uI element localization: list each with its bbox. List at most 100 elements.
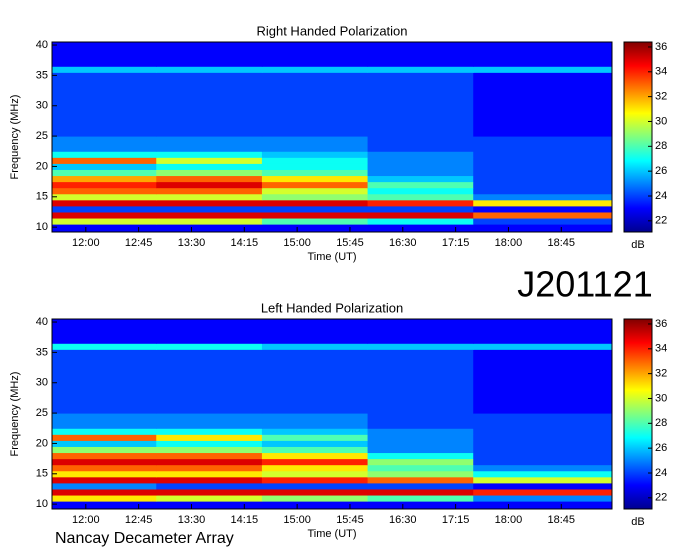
y-axis-label: Frequency (MHz) bbox=[9, 372, 21, 457]
heat-cell bbox=[473, 482, 613, 490]
y-tick-label: 20 bbox=[36, 160, 48, 172]
heat-cell bbox=[52, 413, 157, 429]
heat-cell bbox=[261, 446, 369, 454]
heat-cell bbox=[367, 169, 474, 177]
colorbar-tick-label: 28 bbox=[655, 417, 667, 429]
heat-cell bbox=[52, 495, 157, 502]
heat-cell bbox=[156, 446, 263, 454]
heat-cell bbox=[156, 476, 263, 484]
heat-cell bbox=[261, 157, 369, 164]
x-axis-label: Time (UT) bbox=[307, 251, 356, 263]
heat-cell bbox=[52, 488, 157, 496]
heat-cell bbox=[52, 218, 157, 225]
heat-cell bbox=[156, 458, 263, 466]
colorbar bbox=[623, 41, 653, 233]
heat-cell bbox=[156, 434, 263, 441]
heat-cell bbox=[156, 470, 263, 478]
x-tick-label: 13:30 bbox=[178, 514, 206, 526]
heat-cell bbox=[367, 72, 474, 137]
y-tick-label: 35 bbox=[36, 346, 48, 358]
y-tick-label: 30 bbox=[36, 100, 48, 112]
heat-cell bbox=[473, 218, 613, 225]
heat-cell bbox=[473, 349, 613, 414]
heat-cell bbox=[473, 157, 613, 164]
colorbar-label: dB bbox=[631, 239, 644, 251]
heat-cell bbox=[367, 458, 474, 466]
colorbar-tick-label: 32 bbox=[655, 368, 667, 380]
heat-cell bbox=[473, 136, 613, 152]
heat-cell bbox=[156, 136, 263, 152]
heat-cell bbox=[52, 501, 157, 510]
heat-cell bbox=[52, 169, 157, 177]
heat-cell bbox=[52, 181, 157, 189]
heat-cell bbox=[261, 440, 369, 447]
heat-cell bbox=[52, 464, 157, 472]
heat-cell bbox=[156, 488, 263, 496]
y-tick-label: 25 bbox=[36, 130, 48, 142]
heat-cell bbox=[261, 151, 369, 158]
heat-cell bbox=[473, 42, 613, 67]
heat-cell bbox=[473, 501, 613, 510]
heat-cell bbox=[261, 205, 369, 213]
heat-cell bbox=[261, 187, 369, 195]
heat-cell bbox=[367, 343, 474, 350]
heat-cell bbox=[52, 187, 157, 195]
heat-cell bbox=[367, 452, 474, 460]
heat-cell bbox=[367, 157, 474, 164]
heat-cell bbox=[367, 349, 474, 414]
heat-cell bbox=[367, 151, 474, 158]
heat-cell bbox=[156, 482, 263, 490]
colorbar-tick-label: 30 bbox=[655, 115, 667, 127]
heat-cell bbox=[156, 495, 263, 502]
heat-cell bbox=[52, 349, 157, 414]
heat-cell bbox=[473, 343, 613, 350]
heat-cell bbox=[367, 181, 474, 189]
heat-cell bbox=[52, 175, 157, 183]
colorbar-tick-label: 24 bbox=[655, 467, 667, 479]
heat-cell bbox=[52, 42, 157, 67]
heat-cell bbox=[473, 440, 613, 447]
colorbar-tick-label: 34 bbox=[655, 66, 667, 78]
heat-cell bbox=[261, 72, 369, 137]
x-tick-label: 13:30 bbox=[178, 237, 206, 249]
heat-cell bbox=[367, 464, 474, 472]
heat-cell bbox=[473, 470, 613, 478]
heat-cell bbox=[156, 349, 263, 414]
heat-cell bbox=[52, 163, 157, 170]
colorbar bbox=[623, 318, 653, 510]
y-tick-label: 10 bbox=[36, 221, 48, 233]
colorbar-tick-label: 34 bbox=[655, 343, 667, 355]
colorbar-tick-label: 26 bbox=[655, 165, 667, 177]
plot-frame bbox=[51, 41, 613, 233]
heat-cell bbox=[367, 428, 474, 435]
heat-cell bbox=[367, 218, 474, 225]
colorbar-tick-label: 30 bbox=[655, 392, 667, 404]
heat-cell bbox=[261, 66, 369, 73]
heat-cell bbox=[367, 163, 474, 170]
heat-cell bbox=[261, 175, 369, 183]
y-tick-label: 10 bbox=[36, 498, 48, 510]
heat-cell bbox=[261, 470, 369, 478]
heat-cell bbox=[52, 482, 157, 490]
heat-cell bbox=[473, 464, 613, 472]
heat-cell bbox=[52, 428, 157, 435]
heat-cell bbox=[261, 42, 369, 67]
heat-cell bbox=[367, 470, 474, 478]
heat-cell bbox=[261, 169, 369, 177]
heat-cell bbox=[473, 205, 613, 213]
heat-cell bbox=[156, 343, 263, 350]
heat-cell bbox=[473, 458, 613, 466]
heat-cell bbox=[52, 66, 157, 73]
x-tick-label: 12:45 bbox=[125, 237, 153, 249]
heat-cell bbox=[367, 211, 474, 219]
x-tick-label: 15:00 bbox=[283, 237, 311, 249]
heat-cell bbox=[367, 440, 474, 447]
heat-cell bbox=[367, 199, 474, 207]
heat-cell bbox=[261, 452, 369, 460]
y-tick-label: 15 bbox=[36, 191, 48, 203]
heat-cell bbox=[261, 319, 369, 344]
x-tick-label: 12:00 bbox=[72, 237, 100, 249]
heat-cell bbox=[473, 187, 613, 195]
heat-cell bbox=[473, 151, 613, 158]
